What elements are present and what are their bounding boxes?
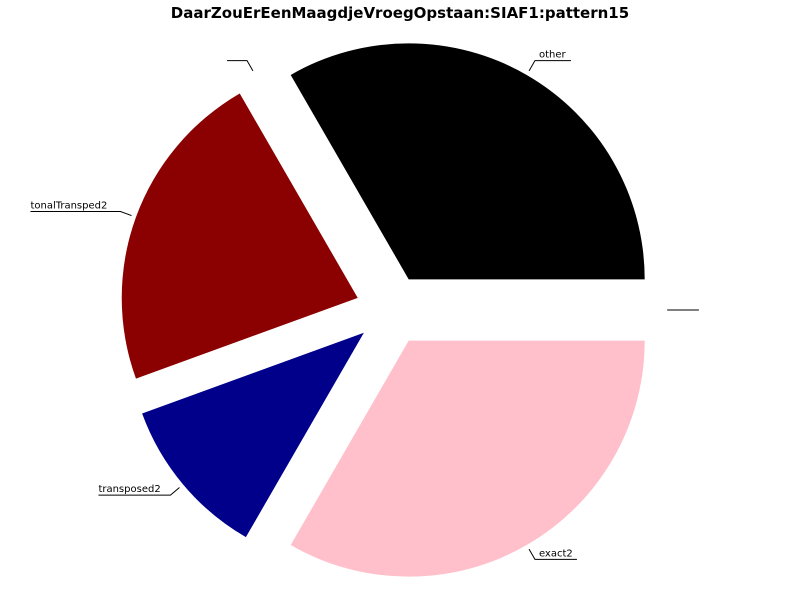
pie-slices [121, 43, 645, 577]
pie-slice-tonaltransped2 [121, 93, 358, 379]
pie-slice-exact2 [290, 340, 645, 577]
leader-line-transposed2 [98, 487, 180, 496]
pie-slice-other [290, 43, 645, 280]
slice-label-other: other [539, 50, 567, 61]
leader-line-exact2 [528, 548, 577, 560]
slice-label-exact2: exact2 [539, 548, 573, 559]
slice-label-tonaltransped2: tonalTransped2 [30, 201, 107, 212]
leader-line-slice-2 [227, 60, 254, 72]
pie-slice-transposed2 [142, 332, 364, 538]
leader-line-other [528, 60, 571, 72]
slice-label-transposed2: transposed2 [98, 484, 160, 495]
chart-title: DaarZouErEenMaagdjeVroegOpstaan:SIAF1:pa… [171, 4, 629, 22]
leader-line-tonaltransped2 [30, 211, 132, 217]
pie-labels: other tonalTransped2 transposed2 exact2 [30, 50, 699, 560]
